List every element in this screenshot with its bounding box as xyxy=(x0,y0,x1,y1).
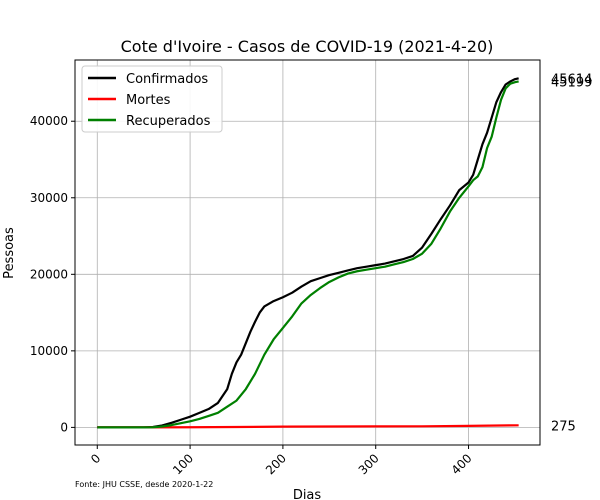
series-line-recuperados xyxy=(97,80,519,429)
y-tick-label: 0 xyxy=(60,420,68,434)
y-tick-label: 20000 xyxy=(30,267,68,281)
legend-label-recuperados: Recuperados xyxy=(126,114,211,129)
legend-label-confirmados: Confirmados xyxy=(126,72,208,87)
source-note: Fonte: JHU CSSE, desde 2020-1-22 xyxy=(75,480,213,489)
x-axis-label: Dias xyxy=(293,488,322,500)
series-line-confirmados xyxy=(97,77,519,429)
x-tick-label: 300 xyxy=(356,451,382,477)
y-axis-ticks: 0 10000 20000 30000 40000 xyxy=(30,114,75,434)
end-label-confirmados: 45614 xyxy=(551,72,592,87)
chart-title: Cote d'Ivoire - Casos de COVID-19 (2021-… xyxy=(121,37,494,56)
y-tick-label: 30000 xyxy=(30,191,68,205)
end-label-mortes: 275 xyxy=(551,419,576,434)
legend-box xyxy=(81,65,223,133)
x-tick-label: 0 xyxy=(88,451,103,466)
plot-frame xyxy=(74,59,541,446)
end-labels: 45614 275 45199 xyxy=(551,72,592,434)
x-tick-label: 400 xyxy=(449,451,475,477)
x-axis-ticks: 0 100 200 300 400 xyxy=(88,445,475,477)
y-tick-label: 40000 xyxy=(30,114,68,128)
series-lines xyxy=(97,77,519,429)
end-label-recuperados: 45199 xyxy=(551,75,592,90)
y-axis-label: Pessoas xyxy=(2,227,17,279)
legend-label-mortes: Mortes xyxy=(126,93,171,108)
x-tick-label: 100 xyxy=(170,451,196,477)
series-line-mortes xyxy=(97,424,519,429)
x-tick-label: 200 xyxy=(263,451,289,477)
y-tick-label: 10000 xyxy=(30,344,68,358)
legend: Confirmados Mortes Recuperados xyxy=(81,65,223,133)
